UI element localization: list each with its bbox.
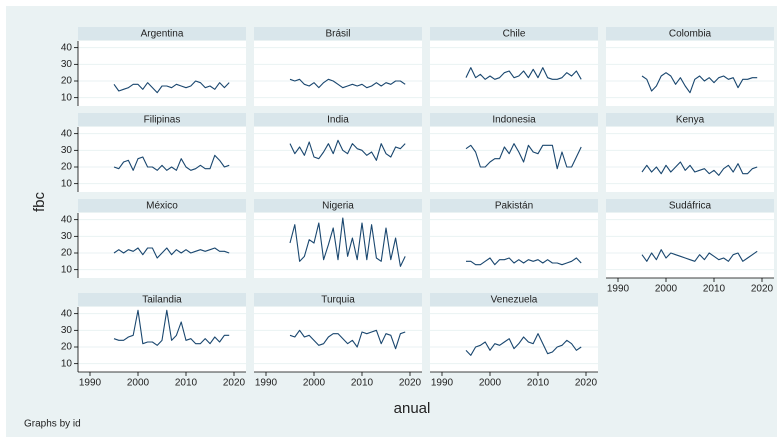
x-tick-label: 2000 xyxy=(303,378,326,389)
series-line xyxy=(113,309,230,346)
x-tick-label: 2020 xyxy=(399,378,422,389)
series-line xyxy=(641,161,758,176)
panel-title: Indonesia xyxy=(492,115,536,126)
series-line xyxy=(641,72,758,94)
plot-area xyxy=(606,213,774,278)
series-line xyxy=(289,329,406,350)
panel-title: Venezuela xyxy=(491,295,538,306)
plot-area xyxy=(254,127,422,192)
panel-title: Filipinas xyxy=(144,115,181,126)
plot-area xyxy=(606,41,774,106)
series-line xyxy=(289,139,406,161)
plot-area xyxy=(430,127,598,192)
y-tick-label: 40 xyxy=(61,308,73,319)
y-tick-label: 20 xyxy=(61,248,73,259)
plot-area xyxy=(430,213,598,278)
panel-title-bar xyxy=(606,113,774,126)
panel-title-bar xyxy=(430,27,598,40)
panel-title-bar xyxy=(254,27,422,40)
y-tick-label: 10 xyxy=(61,358,73,369)
x-tick-label: 1990 xyxy=(607,284,630,295)
panel-title: Chile xyxy=(503,29,526,40)
panel-title-bar xyxy=(78,113,246,126)
y-tick-label: 10 xyxy=(61,178,73,189)
panel-title: Sudáfrica xyxy=(669,201,712,212)
y-tick-label: 40 xyxy=(61,214,73,225)
panel-title-bar xyxy=(254,293,422,306)
x-tick-label: 1990 xyxy=(255,378,278,389)
plot-area xyxy=(78,127,246,192)
panel-title: Tailandia xyxy=(142,295,182,306)
y-tick-label: 30 xyxy=(61,145,73,156)
series-line xyxy=(641,249,758,262)
series-line xyxy=(113,247,230,259)
y-tick-label: 30 xyxy=(61,231,73,242)
panel-title: India xyxy=(327,115,349,126)
panel-title: Pakistán xyxy=(495,201,533,212)
plot-area xyxy=(78,41,246,106)
x-tick-label: 2010 xyxy=(527,378,550,389)
series-line xyxy=(113,80,230,94)
y-tick-label: 10 xyxy=(61,264,73,275)
series-line xyxy=(289,217,406,267)
plot-area xyxy=(606,127,774,192)
x-tick-label: 1990 xyxy=(431,378,454,389)
y-tick-label: 20 xyxy=(61,76,73,87)
plot-area xyxy=(430,41,598,106)
plot-area xyxy=(254,307,422,372)
x-tick-label: 2020 xyxy=(223,378,246,389)
y-tick-label: 30 xyxy=(61,325,73,336)
plot-area xyxy=(430,307,598,372)
x-tick-label: 2010 xyxy=(175,378,198,389)
panel-title-bar xyxy=(78,293,246,306)
series-line xyxy=(289,78,406,89)
panel-title-bar xyxy=(430,293,598,306)
note: Graphs by id xyxy=(24,419,81,430)
panel-title: Turquia xyxy=(321,295,355,306)
panel-title-bar xyxy=(78,199,246,212)
x-axis-label: anual xyxy=(394,400,431,417)
panel-title: Brásil xyxy=(325,29,350,40)
x-tick-label: 2010 xyxy=(351,378,374,389)
panel-title-bar xyxy=(254,199,422,212)
panel-title: Colombia xyxy=(669,29,712,40)
series-line xyxy=(465,143,582,170)
x-tick-label: 2000 xyxy=(127,378,150,389)
x-tick-label: 2020 xyxy=(751,284,774,295)
panel-title: Argentina xyxy=(141,29,184,40)
y-tick-label: 40 xyxy=(61,128,73,139)
x-tick-label: 2020 xyxy=(575,378,598,389)
series-line xyxy=(465,67,582,80)
series-line xyxy=(465,333,582,356)
panel-title: Kenya xyxy=(676,115,705,126)
panel-title: México xyxy=(146,201,178,212)
panel-title-bar xyxy=(606,27,774,40)
panel-title-bar xyxy=(606,199,774,212)
x-tick-label: 1990 xyxy=(79,378,102,389)
panel-title-bar xyxy=(78,27,246,40)
y-tick-label: 20 xyxy=(61,342,73,353)
panel-title-bar xyxy=(430,199,598,212)
y-tick-label: 30 xyxy=(61,59,73,70)
y-tick-label: 10 xyxy=(61,92,73,103)
panel-title-bar xyxy=(254,113,422,126)
panel-title: Nigeria xyxy=(322,201,354,212)
x-tick-label: 2000 xyxy=(655,284,678,295)
y-axis-label: fbc xyxy=(31,191,48,212)
x-tick-label: 2010 xyxy=(703,284,726,295)
panel-title-bar xyxy=(430,113,598,126)
series-line xyxy=(466,257,582,266)
y-tick-label: 20 xyxy=(61,162,73,173)
y-tick-label: 40 xyxy=(61,42,73,53)
series-line xyxy=(113,154,230,171)
plot-area xyxy=(254,41,422,106)
plot-area xyxy=(78,213,246,278)
x-tick-label: 2000 xyxy=(479,378,502,389)
